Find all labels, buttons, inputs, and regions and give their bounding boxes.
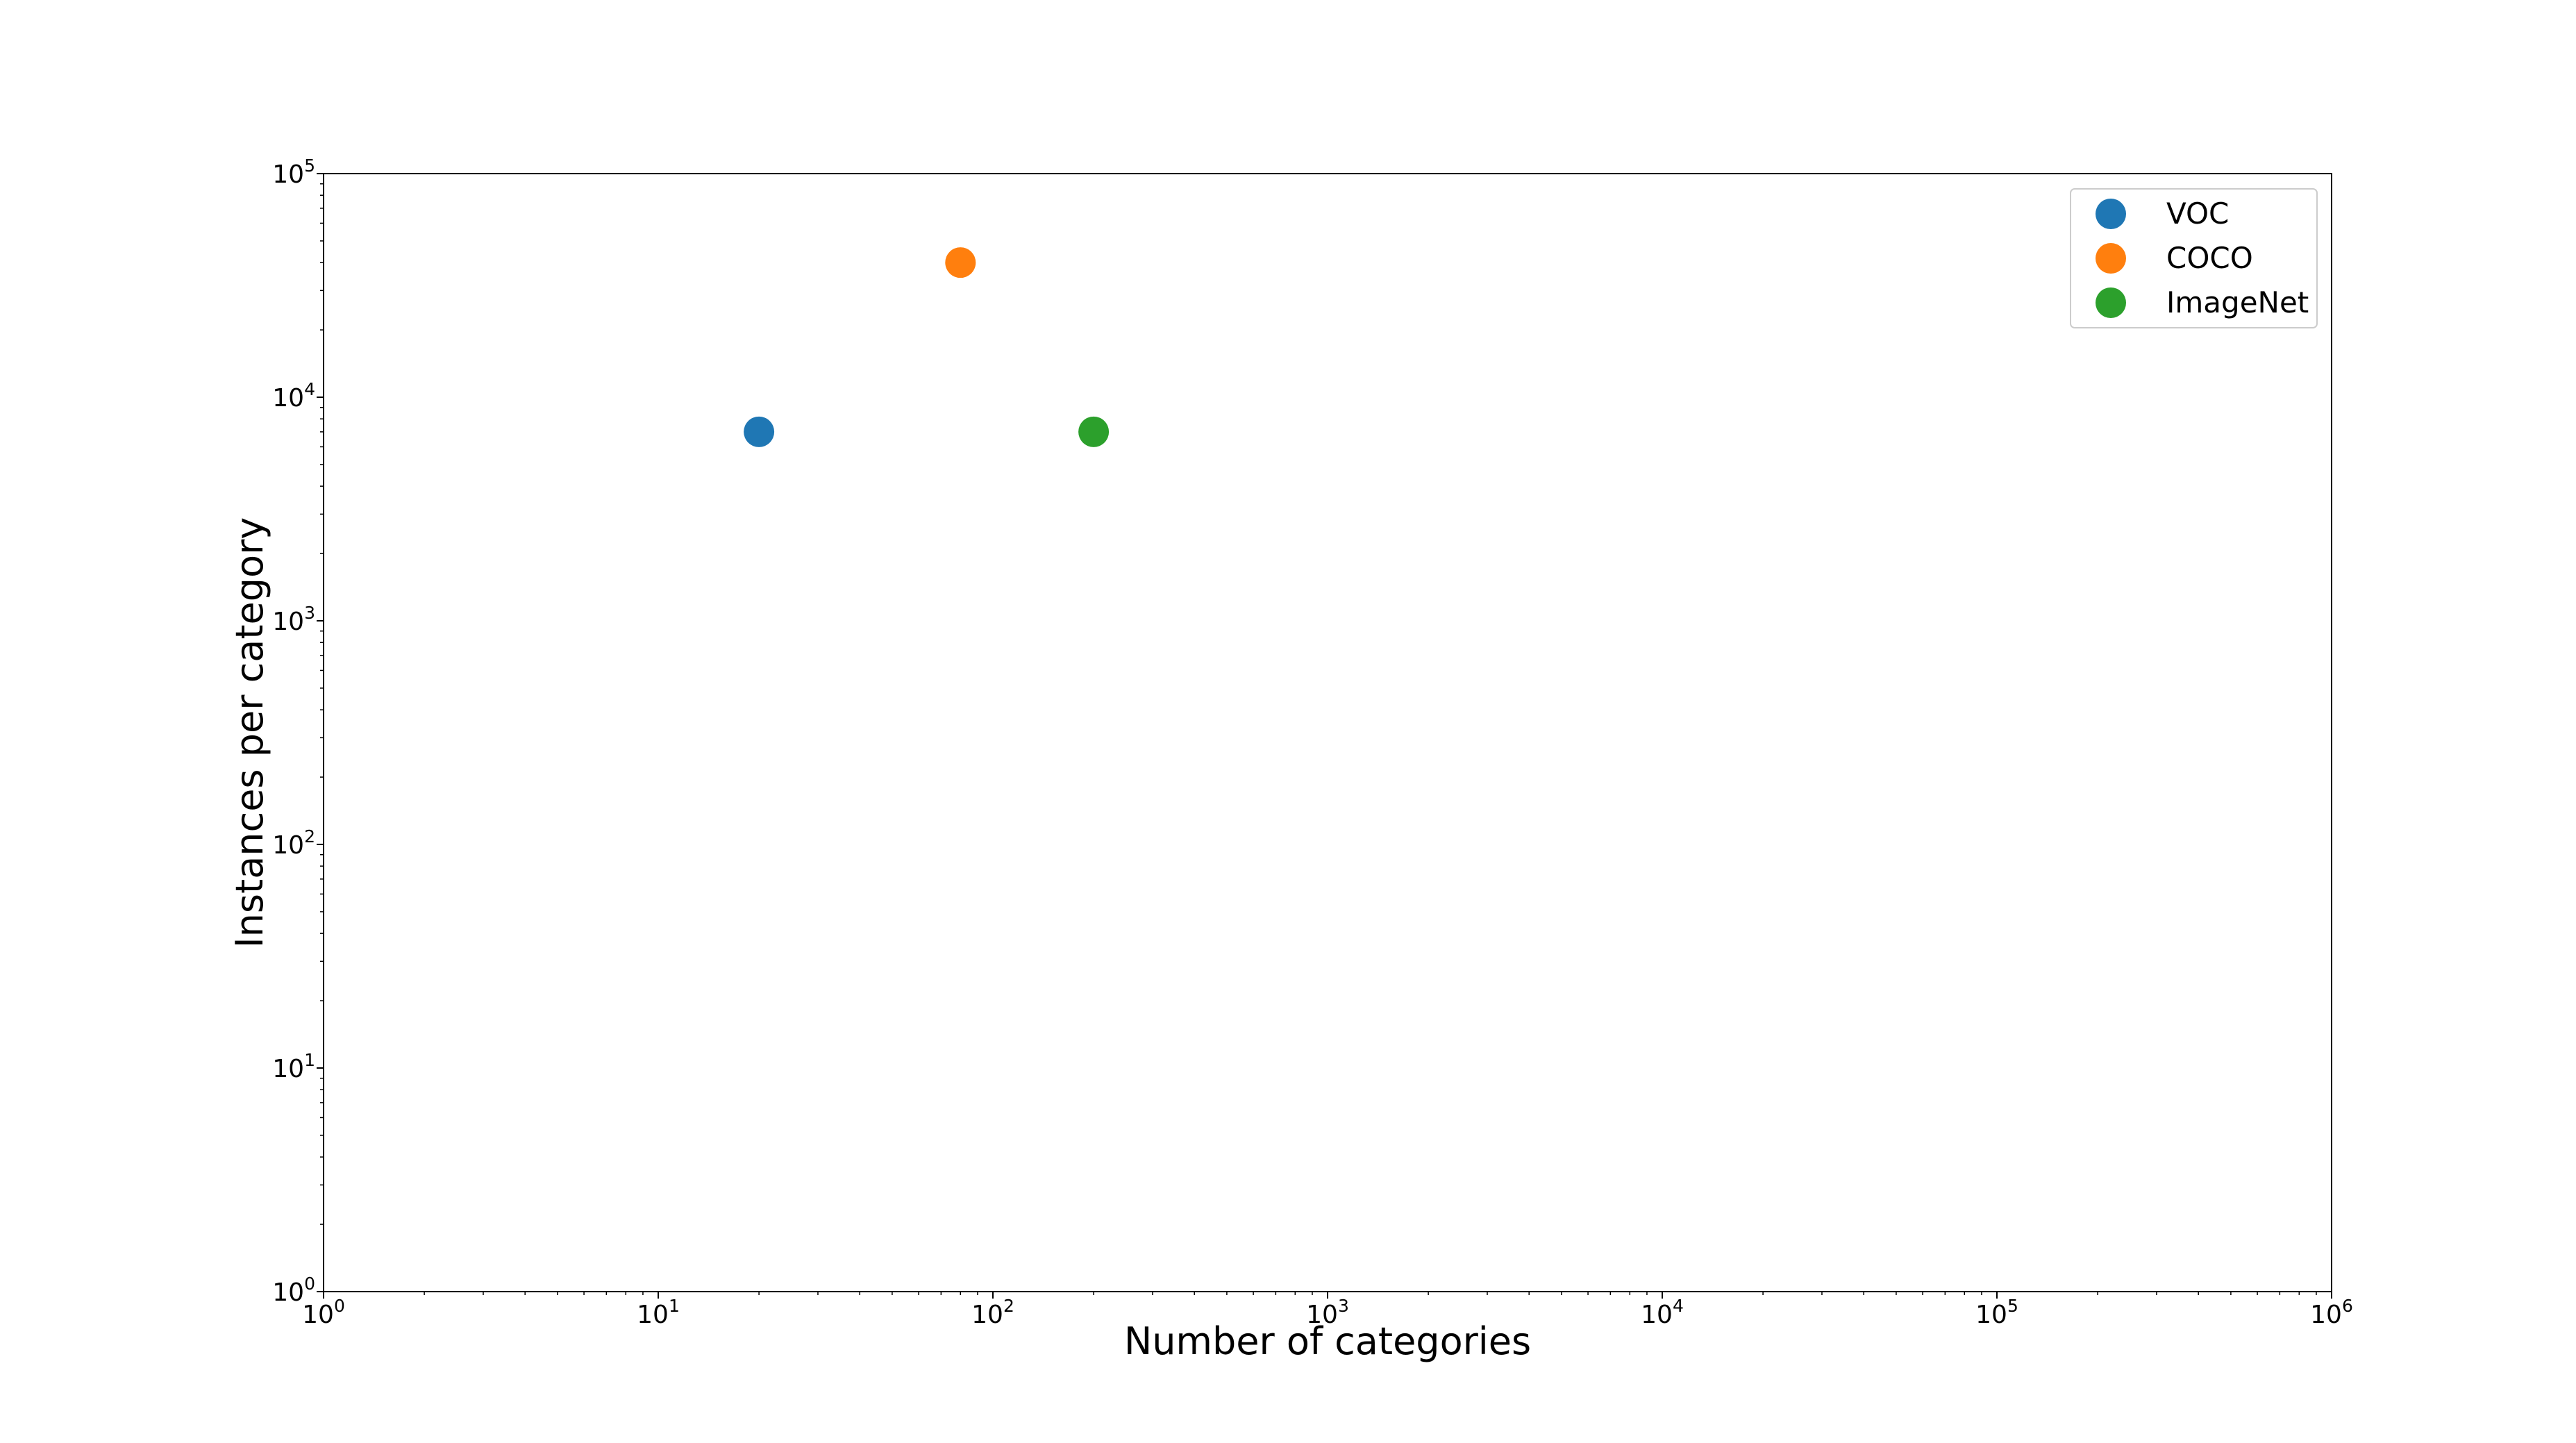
- legend-marker-voc: [2096, 199, 2126, 229]
- y-axis-label: Instances per category: [228, 517, 271, 949]
- x-tick-label: 103: [1306, 1296, 1349, 1329]
- y-tick-label: 100: [272, 1274, 315, 1307]
- major-ticks: [317, 173, 2332, 1299]
- legend-label-voc: VOC: [2166, 197, 2229, 231]
- plot-area: [324, 174, 2332, 1292]
- data-point-imagenet: [1078, 416, 1110, 447]
- legend: VOC COCO ImageNet: [2070, 188, 2318, 328]
- data-points: [744, 247, 1110, 447]
- legend-label-coco: COCO: [2166, 241, 2253, 275]
- legend-box: [2070, 188, 2318, 328]
- x-tick-label: 102: [971, 1296, 1014, 1329]
- data-point-coco: [945, 247, 976, 278]
- data-point-voc: [744, 416, 775, 447]
- plot-frame: [323, 173, 2332, 1292]
- x-tick-label: 100: [302, 1296, 345, 1329]
- legend-label-imagenet: ImageNet: [2166, 285, 2309, 319]
- y-tick-labels: 100 101 102 103 104 105: [272, 156, 315, 1307]
- x-tick-label: 105: [1975, 1296, 2018, 1329]
- x-tick-label: 104: [1641, 1296, 1684, 1329]
- y-tick-label: 104: [272, 379, 315, 412]
- y-tick-label: 105: [272, 156, 315, 189]
- legend-marker-coco: [2096, 243, 2126, 274]
- y-tick-label: 103: [272, 603, 315, 636]
- x-axis-label: Number of categories: [1124, 1319, 1531, 1363]
- x-tick-label: 101: [637, 1296, 680, 1329]
- legend-marker-imagenet: [2096, 287, 2126, 318]
- x-tick-labels: 100 101 102 103 104 105 106: [302, 1296, 2353, 1329]
- y-tick-label: 102: [272, 826, 315, 860]
- y-tick-label: 101: [272, 1050, 315, 1083]
- x-tick-label: 106: [2310, 1296, 2353, 1329]
